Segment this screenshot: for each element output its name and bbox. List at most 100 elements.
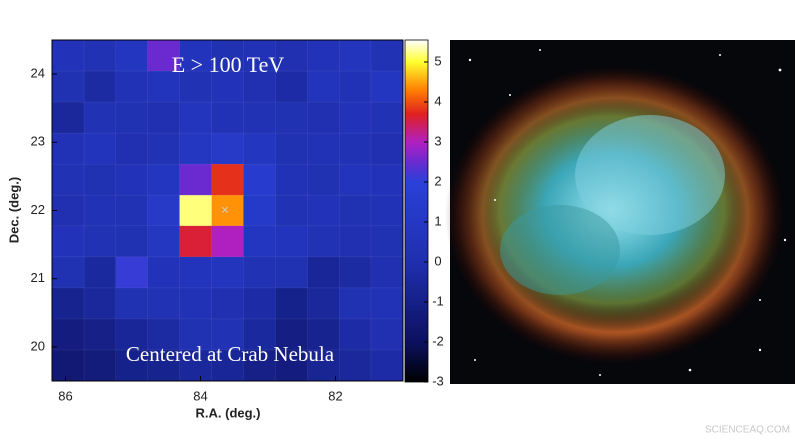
heat-cell bbox=[179, 349, 213, 381]
x-axis-label: R.A. (deg.) bbox=[196, 405, 261, 420]
heat-cell bbox=[83, 194, 117, 227]
heat-cell bbox=[275, 256, 309, 289]
heat-cell bbox=[52, 318, 85, 351]
colorbar-tick-label: -1 bbox=[432, 293, 444, 308]
nebula-photo bbox=[445, 40, 795, 384]
heat-cell bbox=[115, 101, 149, 134]
heat-cell bbox=[275, 132, 309, 165]
heat-cell bbox=[275, 40, 309, 72]
annotation: Centered at Crab Nebula bbox=[126, 342, 335, 366]
heat-cell bbox=[211, 349, 245, 381]
heat-cell bbox=[83, 318, 117, 351]
heat-cell bbox=[211, 256, 245, 289]
heat-cell bbox=[115, 256, 149, 289]
heat-cell bbox=[243, 40, 277, 72]
heat-cell bbox=[115, 132, 149, 165]
y-tick-label: 20 bbox=[31, 338, 45, 353]
colorbar-tick-label: 0 bbox=[434, 253, 441, 268]
heat-cell bbox=[115, 287, 149, 320]
heat-cell bbox=[179, 101, 213, 134]
heat-cell bbox=[370, 349, 403, 381]
heat-cell bbox=[275, 194, 309, 227]
heat-cell bbox=[147, 194, 181, 227]
heat-cell bbox=[52, 225, 85, 258]
x-tick-label: 84 bbox=[193, 388, 207, 403]
heat-cell bbox=[115, 163, 149, 196]
heat-cell bbox=[307, 40, 340, 72]
heat-cell bbox=[52, 163, 85, 196]
heat-cell bbox=[115, 40, 149, 72]
y-tick-label: 22 bbox=[31, 202, 45, 217]
heat-cell bbox=[179, 287, 213, 320]
colorbar-tick-label: -2 bbox=[432, 333, 444, 348]
heat-cell bbox=[179, 225, 213, 258]
heat-cell bbox=[307, 256, 340, 289]
heat-cell bbox=[211, 132, 245, 165]
heat-cell bbox=[52, 132, 85, 165]
heat-cell bbox=[52, 287, 85, 320]
heat-cell bbox=[338, 256, 372, 289]
y-tick-label: 23 bbox=[31, 134, 45, 149]
x-tick-label: 82 bbox=[328, 388, 342, 403]
heat-cell bbox=[115, 194, 149, 227]
heat-cell bbox=[211, 194, 245, 227]
heat-cell bbox=[338, 225, 372, 258]
heat-cell bbox=[338, 132, 372, 165]
heat-cell bbox=[83, 40, 117, 72]
heat-cell bbox=[179, 40, 213, 72]
heat-cell bbox=[115, 70, 149, 103]
heat-cell bbox=[275, 101, 309, 134]
y-tick-label: 24 bbox=[31, 66, 45, 81]
heat-cell bbox=[83, 101, 117, 134]
heat-cell bbox=[243, 101, 277, 134]
heat-cell bbox=[52, 40, 85, 72]
heat-cell bbox=[243, 132, 277, 165]
colorbar-tick-label: 5 bbox=[434, 53, 441, 68]
colorbar-tick-label: -3 bbox=[432, 373, 444, 388]
heat-cell bbox=[307, 225, 340, 258]
heat-cell bbox=[370, 225, 403, 258]
watermark: SCIENCEAQ.COM bbox=[705, 425, 790, 436]
heat-cell bbox=[275, 70, 309, 103]
colorbar-tick-label: 1 bbox=[434, 213, 441, 228]
heat-cell bbox=[338, 194, 372, 227]
heat-cell bbox=[83, 349, 117, 381]
heat-cell bbox=[338, 349, 372, 381]
heat-cell bbox=[243, 70, 277, 103]
heat-cell bbox=[147, 287, 181, 320]
heat-cell bbox=[115, 225, 149, 258]
colorbar-tick-label: 2 bbox=[434, 173, 441, 188]
heat-cell bbox=[370, 40, 403, 72]
heat-cell bbox=[211, 101, 245, 134]
heat-cell bbox=[243, 194, 277, 227]
y-tick-label: 21 bbox=[31, 270, 45, 285]
heat-cell bbox=[370, 194, 403, 227]
heat-cell bbox=[338, 287, 372, 320]
heat-cell bbox=[211, 163, 245, 196]
y-axis-label: Dec. (deg.) bbox=[6, 177, 21, 243]
heat-cell bbox=[147, 132, 181, 165]
heat-cell bbox=[83, 225, 117, 258]
heat-cell bbox=[370, 132, 403, 165]
heat-cell bbox=[83, 132, 117, 165]
heat-cell bbox=[307, 163, 340, 196]
heat-cell bbox=[243, 349, 277, 381]
heat-cell bbox=[147, 163, 181, 196]
heat-cell bbox=[307, 101, 340, 134]
heat-cell bbox=[52, 256, 85, 289]
heat-cell bbox=[338, 70, 372, 103]
heat-cell bbox=[115, 349, 149, 381]
heat-cell bbox=[83, 287, 117, 320]
heat-cell bbox=[243, 287, 277, 320]
heat-cell bbox=[338, 40, 372, 72]
heat-cell bbox=[338, 318, 372, 351]
heat-cell bbox=[275, 163, 309, 196]
colorbar bbox=[404, 39, 429, 383]
heat-cell bbox=[83, 163, 117, 196]
heat-cell bbox=[243, 225, 277, 258]
colorbar-tick-label: 4 bbox=[434, 93, 441, 108]
heat-cell bbox=[370, 256, 403, 289]
heatmap bbox=[52, 40, 403, 381]
heat-cell bbox=[275, 225, 309, 258]
